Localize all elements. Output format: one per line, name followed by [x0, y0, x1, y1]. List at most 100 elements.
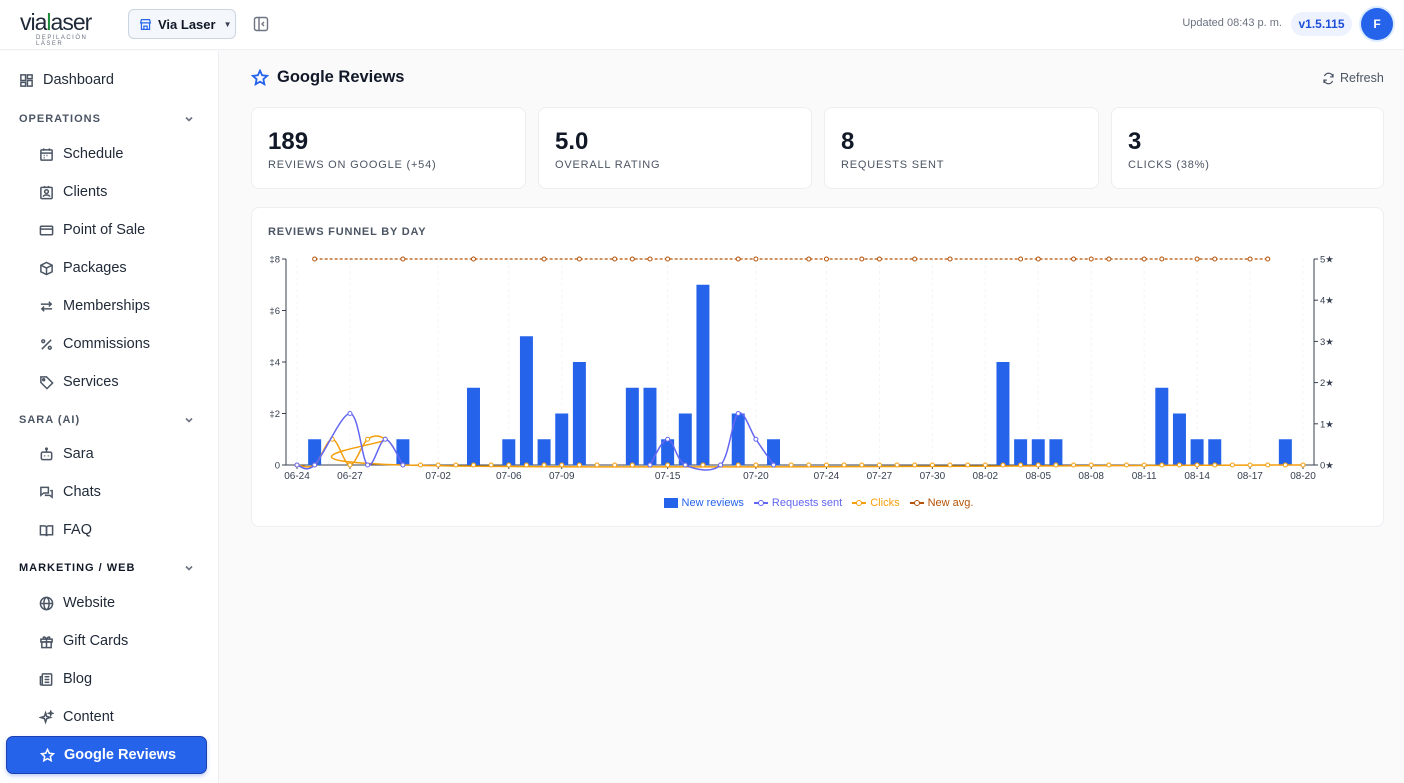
point-clicks — [1124, 462, 1130, 468]
bar-new-reviews — [519, 336, 533, 465]
sidebar-item-clients[interactable]: Clients — [39, 174, 107, 210]
x-tick-label: 08-02 — [973, 471, 999, 482]
chevron-down-icon — [185, 417, 193, 423]
point-clicks — [365, 436, 371, 442]
point-requests-sent — [312, 462, 318, 468]
sidebar-item-point-of-sale[interactable]: Point of Sale — [39, 212, 145, 248]
sparkles-icon — [39, 709, 54, 725]
point-requests-sent — [682, 462, 688, 468]
sidebar-item-blog[interactable]: Blog — [39, 661, 92, 697]
y-tick-label: ‡4 — [269, 358, 280, 369]
legend-new-reviews[interactable]: New reviews — [663, 497, 744, 509]
stat-label: CLICKS (38%) — [1128, 159, 1210, 171]
stat-value: 3 — [1128, 128, 1142, 155]
user-avatar[interactable]: F — [1361, 8, 1393, 40]
point-clicks — [523, 462, 529, 468]
point-new-avg — [912, 256, 918, 262]
stat-value: 189 — [268, 128, 309, 155]
x-tick-label: 07-09 — [549, 471, 575, 482]
sidebar-toggle-icon[interactable] — [253, 16, 269, 32]
bar-new-reviews — [1014, 439, 1028, 465]
version-badge: v1.5.115 — [1291, 12, 1352, 36]
sidebar-item-label: Point of Sale — [63, 222, 146, 238]
point-new-avg — [665, 256, 671, 262]
point-clicks — [859, 462, 865, 468]
line-clicks — [296, 435, 1304, 468]
sidebar-item-gift-cards[interactable]: Gift Cards — [39, 623, 128, 659]
stat-label: REVIEWS ON GOOGLE (+54) — [268, 159, 437, 171]
legend-clicks[interactable]: Clicks — [852, 497, 900, 509]
calendar-icon — [40, 147, 53, 161]
point-clicks — [1159, 462, 1165, 468]
page-title: Google Reviews — [277, 68, 405, 86]
sidebar-item-label: Memberships — [63, 298, 151, 314]
y-tick-label-right: 3★ — [1320, 337, 1334, 348]
stat-card-requests: 8 REQUESTS SENT — [824, 107, 1099, 189]
x-tick-label: 08-20 — [1290, 471, 1316, 482]
sidebar-item-faq[interactable]: FAQ — [39, 512, 92, 548]
point-clicks — [1018, 462, 1024, 468]
legend-requests-sent[interactable]: Requests sent — [753, 497, 842, 509]
point-clicks — [806, 462, 812, 468]
bar-new-reviews — [731, 413, 745, 465]
point-clicks — [965, 462, 971, 468]
refresh-label: Refresh — [1340, 71, 1384, 85]
bar-new-reviews — [1278, 439, 1292, 465]
chevron-down-icon — [185, 116, 193, 122]
sidebar-item-label: Google Reviews — [64, 747, 177, 763]
x-tick-label: 07-15 — [655, 471, 681, 482]
refresh-button[interactable]: Refresh — [1322, 71, 1384, 85]
bar-new-reviews — [767, 439, 781, 465]
messages-icon — [40, 486, 53, 499]
point-clicks — [947, 462, 953, 468]
point-new-avg — [806, 256, 812, 262]
point-requests-sent — [365, 462, 371, 468]
point-clicks — [700, 462, 706, 468]
legend-new-avg[interactable]: New avg. — [909, 497, 973, 509]
sidebar-item-schedule[interactable]: Schedule — [39, 136, 123, 172]
sidebar-item-label: Gift Cards — [63, 633, 129, 649]
section-sara-ai[interactable]: SARA (AI) — [19, 414, 194, 426]
section-operations[interactable]: OPERATIONS — [19, 113, 194, 125]
logo-wordmark: vialaser — [20, 9, 92, 35]
point-new-avg — [1265, 256, 1271, 262]
point-clicks — [1247, 462, 1253, 468]
point-new-avg — [1194, 256, 1200, 262]
point-clicks — [665, 462, 671, 468]
point-new-avg — [1018, 256, 1024, 262]
branch-selector[interactable]: Via Laser ▼ — [128, 9, 236, 39]
section-label: MARKETING / WEB — [19, 562, 136, 574]
chart-canvas: 0 ‡2 ‡4 ‡6 ‡8 0★ 1★ 2★ 3★ 4★ 5★ 06-24 06-27 07-02 07-0… — [269, 255, 1334, 483]
bar-new-reviews — [643, 387, 657, 465]
point-clicks — [1229, 462, 1235, 468]
x-tick-label: 07-30 — [920, 471, 946, 482]
point-new-avg — [1088, 256, 1094, 262]
sidebar-item-website[interactable]: Website — [39, 585, 115, 621]
page-header: Google Reviews — [251, 68, 404, 87]
point-clicks — [1088, 462, 1094, 468]
contact-card-icon — [40, 185, 53, 199]
point-new-avg — [1141, 256, 1147, 262]
point-requests-sent — [753, 436, 759, 442]
sidebar-item-google-reviews[interactable]: Google Reviews — [6, 736, 207, 774]
sidebar-item-dashboard[interactable]: Dashboard — [19, 62, 114, 98]
logo[interactable]: vialaser DEPILACIÓN LÁSER — [20, 9, 114, 47]
sidebar-item-packages[interactable]: Packages — [39, 250, 127, 286]
tag-icon — [40, 375, 54, 390]
sidebar-item-chats[interactable]: Chats — [39, 474, 101, 510]
sidebar-item-commissions[interactable]: Commissions — [39, 326, 150, 362]
sidebar-item-services[interactable]: Services — [39, 364, 119, 400]
x-tick-label: 08-17 — [1237, 471, 1263, 482]
store-icon — [139, 18, 152, 30]
x-tick-label: 07-24 — [814, 471, 840, 482]
dashboard-icon — [20, 73, 33, 87]
sidebar-item-content[interactable]: Content — [39, 699, 114, 735]
reviews-funnel-chart: REVIEWS FUNNEL BY DAY 0 ‡2 ‡4 ‡6 ‡8 0★ 1★ 2★ 3★ 4… — [251, 207, 1384, 527]
point-requests-sent — [347, 411, 353, 416]
section-label: OPERATIONS — [19, 113, 101, 125]
bar-new-reviews — [555, 413, 569, 465]
section-marketing-web[interactable]: MARKETING / WEB — [19, 562, 194, 574]
point-clicks — [1194, 462, 1200, 468]
sidebar-item-memberships[interactable]: Memberships — [39, 288, 150, 324]
sidebar-item-sara[interactable]: Sara — [39, 436, 94, 472]
